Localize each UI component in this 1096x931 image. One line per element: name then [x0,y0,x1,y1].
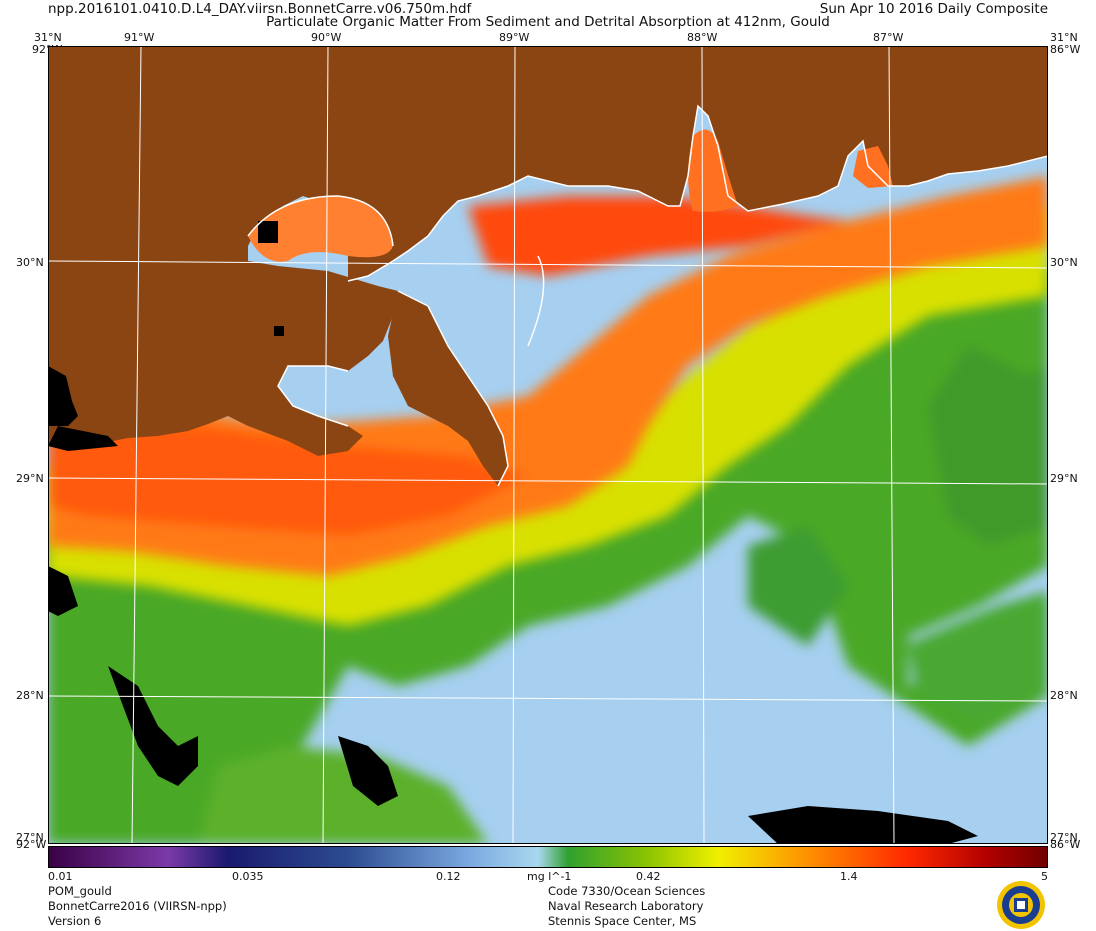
pensacola-bay [853,146,893,188]
colorbar-tick-1-4: 1.4 [840,870,858,883]
map-frame [48,46,1048,844]
org-code: Code 7330/Ocean Sciences [548,884,706,898]
mississippi-delta [388,291,508,486]
colorbar-tick-0-12: 0.12 [436,870,461,883]
lake-pontchartrain [248,196,393,262]
lat-label-29n-left: 29°N [16,472,44,485]
corner-lon-top-right: 86°W [1050,43,1081,56]
corner-lat-top-left: 31°N [34,31,62,44]
grid-lon-89w [512,46,516,844]
graticule [48,46,1048,844]
colorbar-tick-5: 5 [1041,870,1048,883]
mobile-bay [688,129,738,212]
corner-lat-bottom-right: 27°N [1050,831,1078,844]
colorbar-gradient [48,846,1048,868]
product-name: POM_gould [48,884,112,898]
grid-lat-28n [48,695,1048,702]
lat-label-28n-right: 28°N [1050,689,1078,702]
lat-label-29n-right: 29°N [1050,472,1078,485]
corner-lon-bottom-right: 86°W [1050,838,1081,851]
colorbar-tick-0-01: 0.01 [48,870,73,883]
lat-label-28n-left: 28°N [16,689,44,702]
lon-label-90w: 90°W [311,31,342,44]
coastline [247,104,1048,487]
lon-label-88w: 88°W [687,31,718,44]
grid-lat-30n [48,260,1048,269]
orange-water-zone [48,176,1048,576]
colorbar-tick-0-42: 0.42 [636,870,661,883]
corner-lat-top-right: 31°N [1050,31,1078,44]
date-title: Sun Apr 10 2016 Daily Composite [819,1,1048,17]
lon-label-87w: 87°W [873,31,904,44]
dataset-name: BonnetCarre2016 (VIIRSN-npp) [48,899,227,913]
grid-lon-90w [322,46,329,844]
lon-label-89w: 89°W [499,31,530,44]
pom-map[interactable] [48,46,1048,844]
file-title: npp.2016101.0410.D.L4_DAY.viirsn.BonnetC… [48,1,472,17]
nrl-seal-icon [997,881,1045,929]
grid-lon-87w [888,46,895,844]
org-location: Stennis Space Center, MS [548,914,697,928]
lat-label-30n-right: 30°N [1050,256,1078,269]
map-title: Particulate Organic Matter From Sediment… [266,14,830,30]
colorbar-tick-0-035: 0.035 [232,870,264,883]
colorbar [48,846,1048,868]
lon-label-91w: 91°W [124,31,155,44]
grid-lon-91w [131,46,142,844]
grid-lon-88w [701,46,705,844]
org-name: Naval Research Laboratory [548,899,704,913]
corner-lon-bottom-left: 92°W [16,838,47,851]
footer-center: Code 7330/Ocean Sciences Naval Research … [548,884,705,929]
land-mass [48,46,1048,456]
version: Version 6 [48,914,102,928]
colorbar-units: mg l^-1 [527,870,572,883]
grid-lat-29n [48,477,1048,485]
lat-label-30n-left: 30°N [16,256,44,269]
footer-left: POM_gould BonnetCarre2016 (VIIRSN-npp) V… [48,884,227,929]
corner-lat-bottom-left: 27°N [16,831,44,844]
